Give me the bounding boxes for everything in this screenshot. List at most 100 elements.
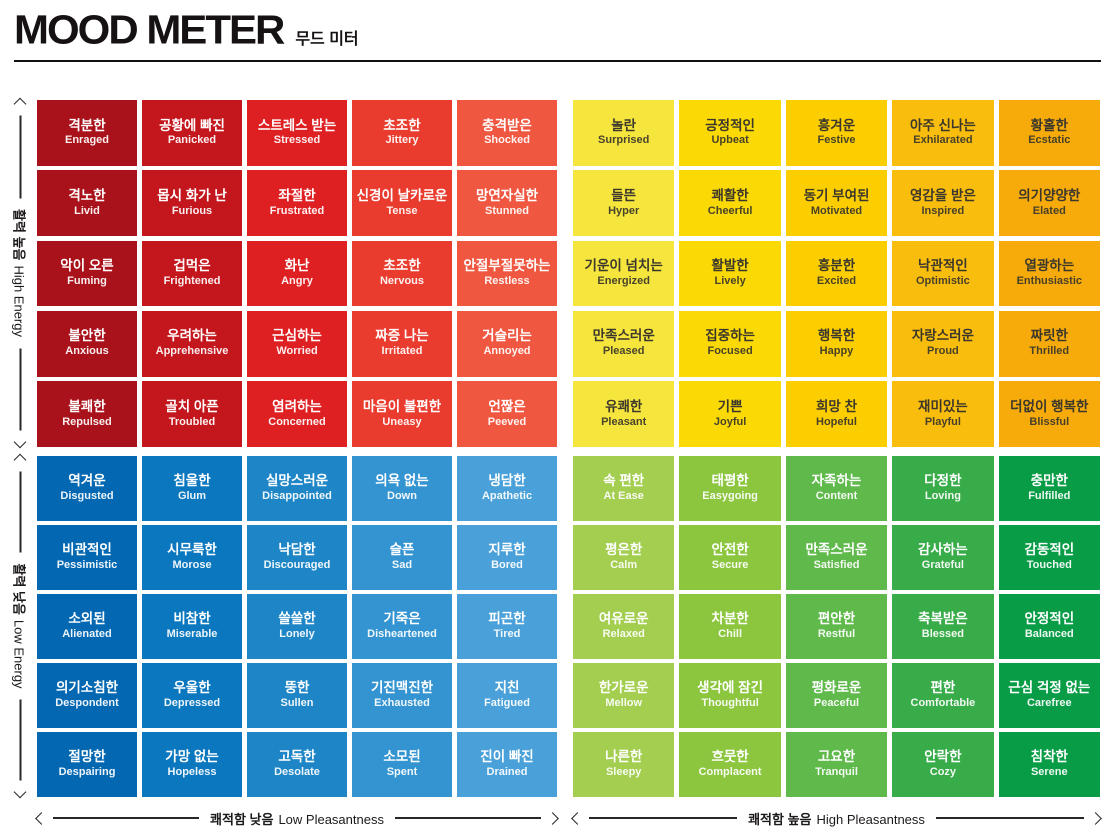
mood-korean-label: 우울한 — [173, 680, 211, 696]
mood-english-label: Elated — [1032, 204, 1066, 217]
mood-korean-label: 침착한 — [1030, 749, 1068, 765]
mood-cell-blissful: 더없이 행복한 Blissful — [998, 381, 1100, 447]
mood-cell-content: 자족하는 Content — [785, 456, 888, 521]
mood-cell-stunned: 망연자실한 Stunned — [457, 170, 557, 237]
mood-cell-upbeat: 긍정적인 Upbeat — [679, 100, 781, 166]
mood-korean-label: 격분한 — [68, 117, 106, 133]
mood-english-label: Bored — [491, 558, 523, 571]
mood-english-label: Energized — [597, 275, 650, 288]
mood-english-label: Playful — [924, 415, 961, 428]
mood-korean-label: 가망 없는 — [165, 749, 219, 765]
mood-english-label: Tense — [386, 204, 418, 217]
mood-english-label: Balanced — [1024, 628, 1074, 641]
mood-english-label: Tranquil — [815, 766, 858, 779]
mood-cell-mellow: 한가로운 Mellow — [573, 663, 675, 728]
mood-korean-label: 의기소침한 — [55, 680, 119, 696]
mood-korean-label: 낙관적인 — [918, 258, 968, 274]
mood-english-label: Blessed — [921, 628, 964, 641]
mood-english-label: Motivated — [810, 204, 863, 217]
mood-english-label: Anxious — [65, 345, 109, 358]
x-axis-low-pleasantness: 쾌적함 낮음 Low Pleasantness — [35, 810, 559, 827]
mood-english-label: Peeved — [487, 415, 527, 428]
quadrant-yellow: 놀란 Surprised 긍정적인 Upbeat 흥겨운 Festive 아주 신나는 Exh… — [573, 100, 1100, 447]
mood-cell-balanced: 안정적인 Balanced — [998, 594, 1100, 659]
mood-english-label: Comfortable — [910, 697, 976, 710]
mood-cell-sad: 슬픈 Sad — [352, 525, 452, 590]
mood-korean-label: 염려하는 — [272, 398, 322, 414]
mood-english-label: Mellow — [605, 697, 643, 710]
mood-english-label: Exhausted — [374, 697, 430, 710]
mood-korean-label: 의욕 없는 — [375, 472, 429, 488]
mood-korean-label: 동기 부여된 — [803, 187, 870, 203]
mood-english-label: Depressed — [163, 697, 221, 710]
mood-cell-satisfied: 만족스러운 Satisfied — [785, 525, 888, 590]
mood-korean-label: 기운이 넘치는 — [584, 258, 663, 274]
mood-cell-grateful: 감사하는 Grateful — [892, 525, 994, 590]
mood-korean-label: 자랑스러운 — [911, 328, 974, 344]
mood-cell-excited: 흥분한 Excited — [785, 240, 888, 307]
mood-cell-tense: 신경이 날카로운 Tense — [352, 170, 452, 237]
mood-korean-label: 안절부절못하는 — [463, 258, 551, 274]
mood-cell-fulfilled: 충만한 Fulfilled — [998, 456, 1100, 521]
mood-korean-label: 불안한 — [68, 328, 106, 344]
mood-korean-label: 차분한 — [711, 611, 749, 627]
mood-cell-exhilarated: 아주 신나는 Exhilarated — [892, 100, 994, 166]
mood-cell-peeved: 언짢은 Peeved — [457, 381, 557, 447]
mood-cell-despondent: 의기소침한 Despondent — [37, 663, 137, 728]
y-axis-low-energy: 활력 낮음 Low Energy — [12, 453, 29, 799]
mood-english-label: Panicked — [167, 134, 217, 147]
mood-cell-depressed: 우울한 Depressed — [142, 663, 242, 728]
mood-korean-label: 좌절한 — [278, 187, 316, 203]
mood-english-label: Glum — [177, 489, 207, 502]
mood-english-label: Thrilled — [1029, 345, 1070, 358]
mood-cell-playful: 재미있는 Playful — [892, 381, 994, 447]
mood-english-label: Despairing — [58, 766, 116, 779]
mood-english-label: Lonely — [279, 628, 315, 641]
mood-korean-label: 충만한 — [1030, 472, 1068, 488]
mood-cell-hopeless: 가망 없는 Hopeless — [142, 732, 242, 797]
mood-korean-label: 골치 아픈 — [165, 398, 219, 414]
arrow-down-icon — [14, 785, 27, 799]
mood-english-label: Festive — [817, 134, 856, 147]
mood-cell-spent: 소모된 Spent — [352, 732, 452, 797]
mood-korean-label: 진이 빠진 — [480, 749, 534, 765]
mood-english-label: Sleepy — [605, 766, 642, 779]
mood-cell-lively: 활발한 Lively — [679, 240, 781, 307]
x-axis-low-pleasantness-label: 쾌적함 낮음 Low Pleasantness — [210, 811, 384, 827]
mood-english-label: Fulfilled — [1028, 489, 1071, 502]
mood-cell-exhausted: 기진맥진한 Exhausted — [352, 663, 452, 728]
mood-korean-label: 기진맥진한 — [370, 680, 434, 696]
mood-korean-label: 생각에 잠긴 — [697, 680, 764, 696]
mood-english-label: Repulsed — [62, 415, 112, 428]
mood-korean-label: 재미있는 — [918, 398, 968, 414]
arrow-left-icon — [35, 811, 48, 825]
mood-korean-label: 지루한 — [488, 542, 526, 558]
mood-cell-elated: 의기양양한 Elated — [998, 170, 1100, 237]
mood-english-label: Proud — [927, 345, 959, 358]
mood-english-label: Shocked — [484, 134, 530, 147]
mood-korean-label: 놀란 — [611, 117, 637, 133]
mood-korean-label: 평온한 — [605, 542, 643, 558]
mood-korean-label: 영감을 받은 — [909, 187, 976, 203]
mood-english-label: Enthusiastic — [1016, 275, 1082, 288]
mood-cell-hopeful: 희망 찬 Hopeful — [785, 381, 888, 447]
mood-korean-label: 소모된 — [383, 749, 421, 765]
mood-korean-label: 속 편한 — [603, 472, 645, 488]
mood-korean-label: 안정적인 — [1024, 611, 1075, 627]
mood-korean-label: 흐뭇한 — [711, 749, 749, 765]
mood-korean-label: 시무룩한 — [167, 542, 217, 558]
mood-korean-label: 마음이 불편한 — [362, 398, 442, 414]
mood-english-label: Disgusted — [60, 489, 114, 502]
mood-korean-label: 침울한 — [173, 472, 211, 488]
mood-korean-label: 불쾌한 — [68, 398, 106, 414]
mood-cell-tired: 피곤한 Tired — [457, 594, 557, 659]
mood-korean-label: 편안한 — [817, 611, 856, 627]
mood-english-label: Exhilarated — [913, 134, 973, 147]
mood-korean-label: 기죽은 — [383, 611, 421, 627]
mood-english-label: Restless — [484, 275, 530, 288]
mood-korean-label: 충격받은 — [482, 117, 532, 133]
mood-english-label: Surprised — [598, 134, 650, 147]
quadrant-red: 격분한 Enraged 공황에 빠진 Panicked 스트레스 받는 Stressed 초… — [37, 100, 557, 447]
mood-cell-fuming: 악이 오른 Fuming — [37, 240, 137, 307]
mood-korean-label: 몹시 화가 난 — [157, 187, 227, 203]
